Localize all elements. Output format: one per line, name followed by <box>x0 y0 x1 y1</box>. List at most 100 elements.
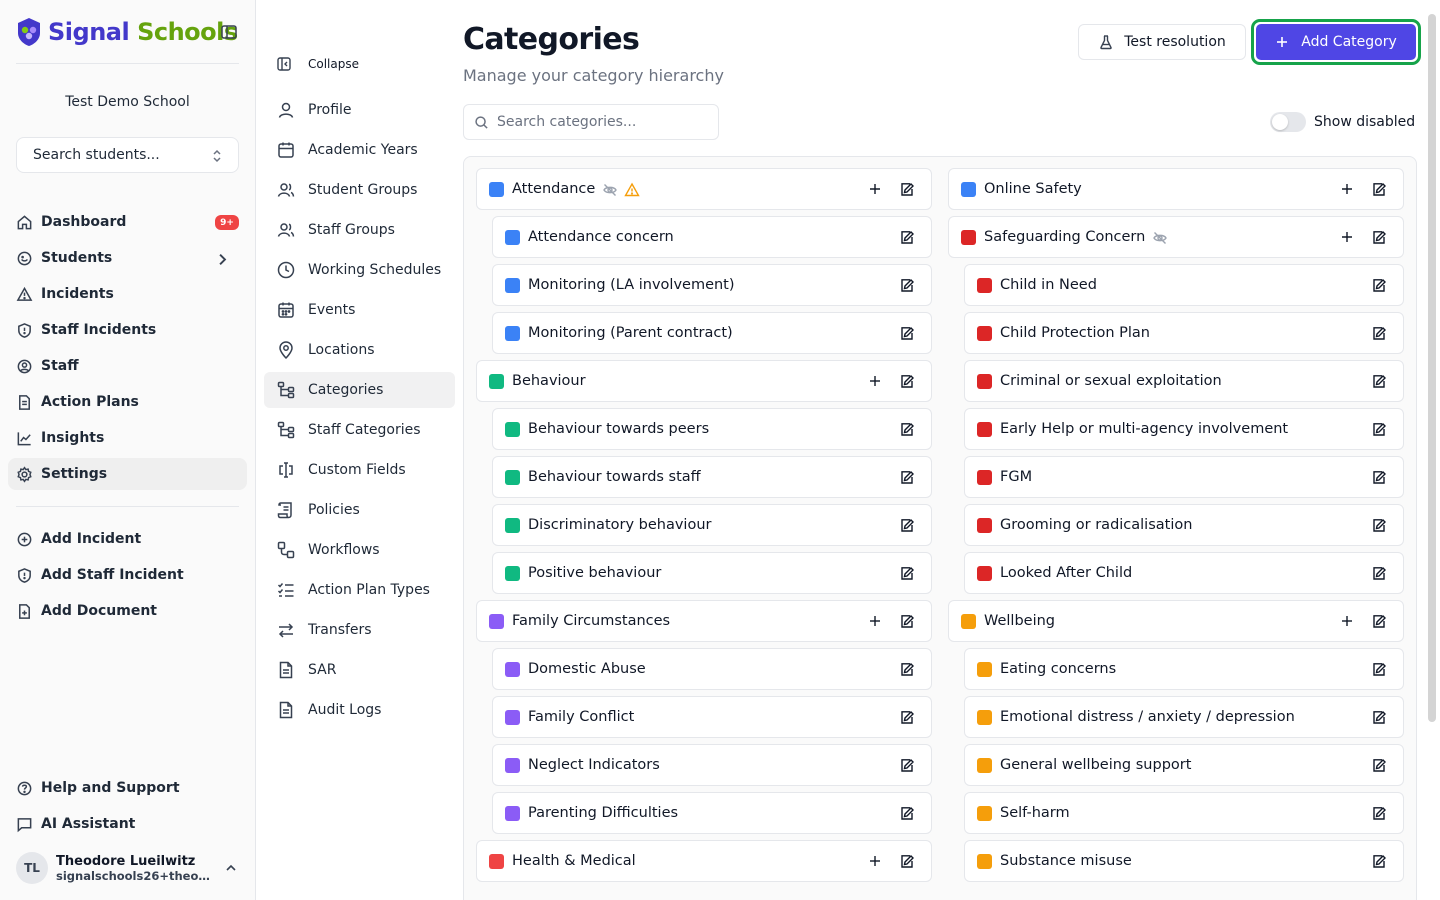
category-child-row[interactable]: Discriminatory behaviour <box>492 504 932 546</box>
edit-category-button[interactable] <box>899 373 915 389</box>
category-child-row[interactable]: Behaviour towards peers <box>492 408 932 450</box>
settings-item-action-plan-types[interactable]: Action Plan Types <box>264 572 455 608</box>
edit-category-button[interactable] <box>899 469 915 485</box>
category-child-row[interactable]: Emotional distress / anxiety / depressio… <box>964 696 1404 738</box>
settings-item-transfers[interactable]: Transfers <box>264 612 455 648</box>
edit-category-button[interactable] <box>899 805 915 821</box>
edit-category-button[interactable] <box>899 277 915 293</box>
edit-category-button[interactable] <box>899 325 915 341</box>
category-child-row[interactable]: Neglect Indicators <box>492 744 932 786</box>
category-parent-row[interactable]: Attendance <box>476 168 932 210</box>
add-category-button[interactable]: Add Category <box>1256 24 1416 60</box>
edit-category-button[interactable] <box>899 853 915 869</box>
help-support-link[interactable]: Help and Support <box>8 772 247 804</box>
category-child-row[interactable]: Monitoring (Parent contract) <box>492 312 932 354</box>
edit-category-button[interactable] <box>899 709 915 725</box>
settings-item-staff-categories[interactable]: Staff Categories <box>264 412 455 448</box>
edit-category-button[interactable] <box>899 613 915 629</box>
brand-logo[interactable]: Signal Schools <box>16 14 242 50</box>
collapse-button[interactable]: Collapse <box>276 54 359 74</box>
edit-category-button[interactable] <box>1371 757 1387 773</box>
nav-action-plans[interactable]: Action Plans <box>8 386 247 418</box>
category-parent-row[interactable]: Health & Medical <box>476 840 932 882</box>
category-child-row[interactable]: Positive behaviour <box>492 552 932 594</box>
category-child-row[interactable]: Monitoring (LA involvement) <box>492 264 932 306</box>
category-parent-row[interactable]: Wellbeing <box>948 600 1404 642</box>
edit-category-button[interactable] <box>899 517 915 533</box>
settings-item-events[interactable]: Events <box>264 292 455 328</box>
edit-category-button[interactable] <box>1371 661 1387 677</box>
nav-staff[interactable]: Staff <box>8 350 247 382</box>
category-child-row[interactable]: Child Protection Plan <box>964 312 1404 354</box>
edit-category-button[interactable] <box>1371 181 1387 197</box>
settings-item-policies[interactable]: Policies <box>264 492 455 528</box>
category-child-row[interactable]: Substance misuse <box>964 840 1404 882</box>
test-resolution-button[interactable]: Test resolution <box>1078 24 1246 60</box>
category-child-row[interactable]: Child in Need <box>964 264 1404 306</box>
category-child-row[interactable]: FGM <box>964 456 1404 498</box>
category-child-row[interactable]: Early Help or multi-agency involvement <box>964 408 1404 450</box>
add-subcategory-button[interactable] <box>867 613 883 629</box>
settings-item-academic-years[interactable]: Academic Years <box>264 132 455 168</box>
edit-category-button[interactable] <box>899 565 915 581</box>
add-subcategory-button[interactable] <box>1339 181 1355 197</box>
sidebar-toggle-icon[interactable] <box>220 23 238 41</box>
category-child-row[interactable]: Behaviour towards staff <box>492 456 932 498</box>
category-child-row[interactable]: Self-harm <box>964 792 1404 834</box>
settings-item-audit-logs[interactable]: Audit Logs <box>264 692 455 728</box>
edit-category-button[interactable] <box>1371 613 1387 629</box>
category-child-row[interactable]: Parenting Difficulties <box>492 792 932 834</box>
edit-category-button[interactable] <box>1371 421 1387 437</box>
edit-category-button[interactable] <box>899 229 915 245</box>
edit-category-button[interactable] <box>899 661 915 677</box>
ai-assistant-link[interactable]: AI Assistant <box>8 808 247 840</box>
settings-item-working-schedules[interactable]: Working Schedules <box>264 252 455 288</box>
add-subcategory-button[interactable] <box>1339 613 1355 629</box>
edit-category-button[interactable] <box>1371 805 1387 821</box>
add-incident-link[interactable]: Add Incident <box>8 523 247 555</box>
edit-category-button[interactable] <box>1371 517 1387 533</box>
category-parent-row[interactable]: Online Safety <box>948 168 1404 210</box>
edit-category-button[interactable] <box>1371 325 1387 341</box>
edit-category-button[interactable] <box>1371 277 1387 293</box>
settings-item-sar[interactable]: SAR <box>264 652 455 688</box>
add-subcategory-button[interactable] <box>1339 229 1355 245</box>
category-child-row[interactable]: Attendance concern <box>492 216 932 258</box>
nav-dashboard[interactable]: Dashboard 9+ <box>8 206 247 238</box>
category-parent-row[interactable]: Safeguarding Concern <box>948 216 1404 258</box>
add-subcategory-button[interactable] <box>867 181 883 197</box>
settings-item-locations[interactable]: Locations <box>264 332 455 368</box>
edit-category-button[interactable] <box>1371 709 1387 725</box>
add-subcategory-button[interactable] <box>867 373 883 389</box>
student-search-combobox[interactable]: Search students... <box>16 137 239 173</box>
show-disabled-toggle[interactable] <box>1270 112 1306 132</box>
edit-category-button[interactable] <box>1371 229 1387 245</box>
category-child-row[interactable]: General wellbeing support <box>964 744 1404 786</box>
category-parent-row[interactable]: Family Circumstances <box>476 600 932 642</box>
settings-item-workflows[interactable]: Workflows <box>264 532 455 568</box>
edit-category-button[interactable] <box>899 181 915 197</box>
page-scrollbar[interactable] <box>1428 14 1436 722</box>
add-staff-incident-link[interactable]: Add Staff Incident <box>8 559 247 591</box>
category-child-row[interactable]: Eating concerns <box>964 648 1404 690</box>
nav-staff-incidents[interactable]: Staff Incidents <box>8 314 247 346</box>
nav-students[interactable]: Students <box>8 242 247 274</box>
add-subcategory-button[interactable] <box>867 853 883 869</box>
category-parent-row[interactable]: Behaviour <box>476 360 932 402</box>
category-child-row[interactable]: Criminal or sexual exploitation <box>964 360 1404 402</box>
add-document-link[interactable]: Add Document <box>8 595 247 627</box>
edit-category-button[interactable] <box>1371 373 1387 389</box>
settings-item-custom-fields[interactable]: Custom Fields <box>264 452 455 488</box>
nav-insights[interactable]: Insights <box>8 422 247 454</box>
category-child-row[interactable]: Grooming or radicalisation <box>964 504 1404 546</box>
edit-category-button[interactable] <box>1371 853 1387 869</box>
category-child-row[interactable]: Domestic Abuse <box>492 648 932 690</box>
edit-category-button[interactable] <box>899 421 915 437</box>
settings-item-categories[interactable]: Categories <box>264 372 455 408</box>
category-child-row[interactable]: Looked After Child <box>964 552 1404 594</box>
settings-item-staff-groups[interactable]: Staff Groups <box>264 212 455 248</box>
nav-settings[interactable]: Settings <box>8 458 247 490</box>
edit-category-button[interactable] <box>1371 469 1387 485</box>
category-child-row[interactable]: Family Conflict <box>492 696 932 738</box>
category-search-input[interactable]: Search categories... <box>463 104 719 140</box>
